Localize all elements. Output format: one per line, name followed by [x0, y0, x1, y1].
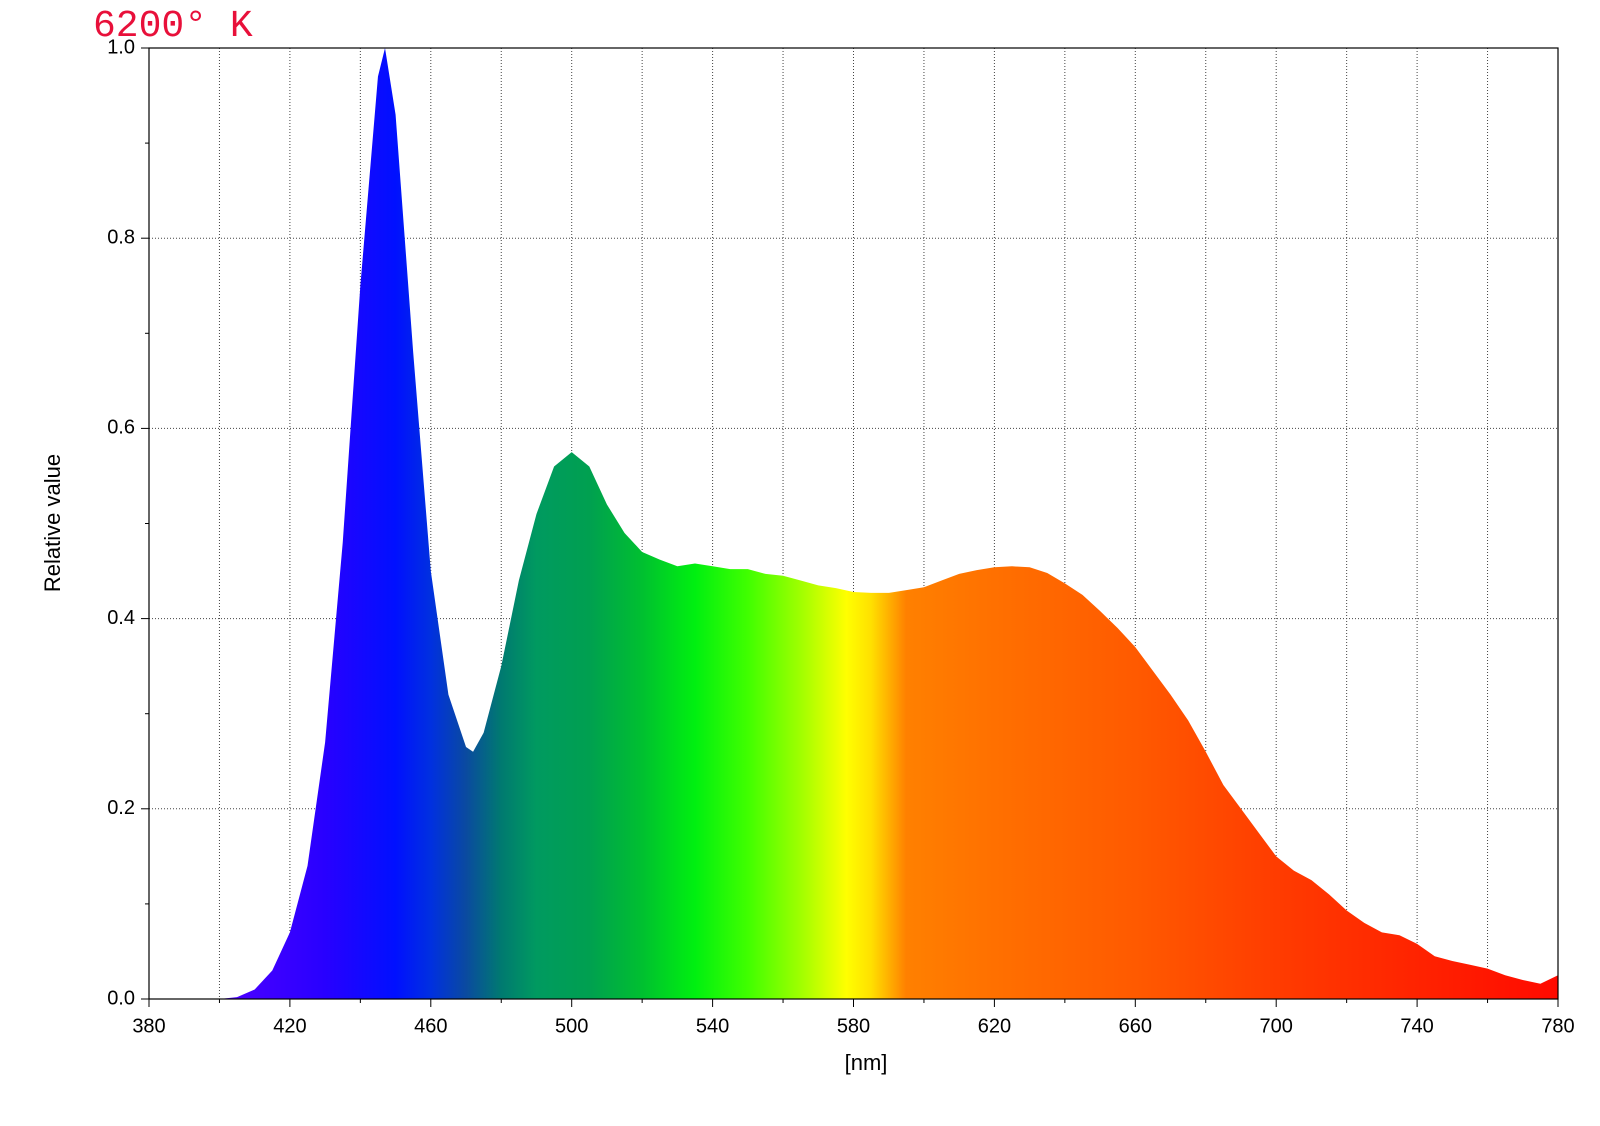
chart-title: 6200° K: [93, 5, 253, 48]
y-tick-label: 0.2: [107, 797, 135, 819]
y-tick-label: 0.8: [107, 226, 135, 248]
spectrum-area: [149, 48, 1558, 999]
x-tick-label: 380: [132, 1015, 165, 1037]
y-tick-label: 1.0: [107, 36, 135, 58]
x-tick-label: 700: [1260, 1015, 1293, 1037]
x-tick-label: 740: [1400, 1015, 1433, 1037]
y-axis-label: Relative value: [40, 454, 65, 592]
x-tick-label: 780: [1541, 1015, 1574, 1037]
x-tick-label: 580: [837, 1015, 870, 1037]
x-tick-label: 660: [1119, 1015, 1152, 1037]
y-tick-label: 0.4: [107, 607, 135, 629]
y-tick-label: 0.0: [107, 987, 135, 1009]
x-tick-label: 460: [414, 1015, 447, 1037]
y-tick-label: 0.6: [107, 417, 135, 439]
x-tick-label: 540: [696, 1015, 729, 1037]
plot-frame: [148, 47, 1559, 1000]
x-tick-label: 420: [273, 1015, 306, 1037]
x-axis-label: [nm]: [845, 1050, 888, 1075]
x-tick-label: 620: [978, 1015, 1011, 1037]
x-tick-label: 500: [555, 1015, 588, 1037]
